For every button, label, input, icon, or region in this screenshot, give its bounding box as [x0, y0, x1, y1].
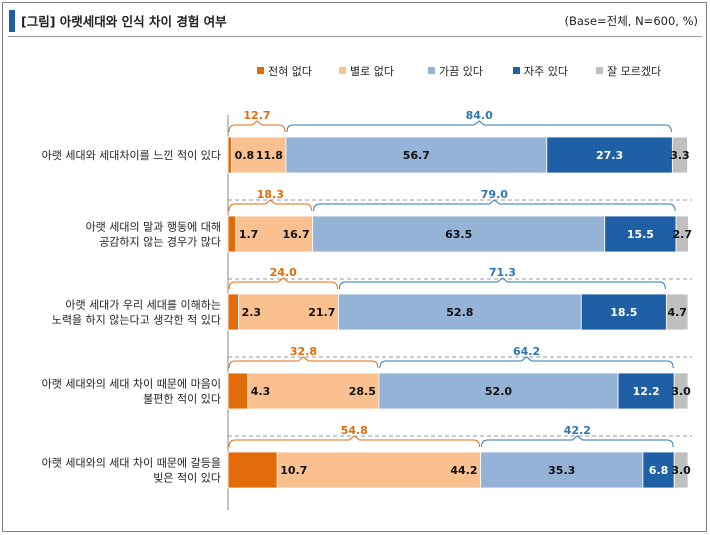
bar-value-label: 6.8 — [649, 464, 669, 477]
category-label: 불편한 적이 있다 — [143, 393, 221, 406]
bar-value-label: 11.8 — [256, 149, 283, 162]
bar-segment — [665, 293, 689, 331]
group-total-label: 24.0 — [270, 266, 297, 279]
bar-segment — [247, 372, 380, 410]
category-label: 공감하지 않는 경우가 많다 — [99, 235, 221, 249]
group-total-label: 12.7 — [243, 109, 270, 122]
bar-segment — [604, 215, 677, 253]
bar-value-label: 4.3 — [251, 385, 271, 398]
bar-value-label: 4.7 — [667, 306, 687, 319]
bar-segment — [227, 451, 278, 489]
legend-swatch-1 — [257, 67, 264, 74]
bar-value-label: 63.5 — [445, 228, 472, 241]
legend-swatch-5 — [596, 67, 603, 74]
group-bracket — [379, 356, 674, 369]
bar-value-label: 27.3 — [596, 149, 623, 162]
group-total-label: 32.8 — [290, 345, 317, 358]
bar-segment — [378, 372, 619, 410]
title-divider — [8, 36, 702, 37]
legend-label-5: 잘 모르겠다 — [607, 65, 661, 78]
bar-value-label: 15.5 — [627, 228, 654, 241]
bar-value-label: 16.7 — [282, 228, 309, 241]
legend-label-2: 별로 없다 — [350, 65, 394, 78]
bar-value-label: 1.7 — [239, 228, 259, 241]
bar-value-label: 3.0 — [671, 464, 691, 477]
category-label: 아랫 세대와 세대차이를 느낀 적이 있다 — [42, 149, 221, 162]
category-label: 노력을 하지 않는다고 생각한 적 있다 — [52, 313, 221, 327]
base-note: (Base=전체, N=600, %) — [564, 14, 698, 28]
bar-value-label: 0.8 — [235, 149, 255, 162]
category-label: 아랫 세대의 말과 행동에 대해 — [86, 220, 221, 234]
bar-segment — [480, 451, 644, 489]
group-bracket — [313, 199, 676, 212]
bar-value-label: 3.3 — [670, 149, 690, 162]
group-bracket — [338, 277, 666, 290]
group-bracket — [481, 435, 674, 448]
bar-segment — [671, 136, 688, 174]
bar-value-label: 2.3 — [242, 306, 262, 319]
group-bracket — [228, 435, 481, 448]
bar-segment — [617, 372, 675, 410]
bar-value-label: 52.8 — [446, 306, 473, 319]
bar-value-label: 28.5 — [349, 385, 376, 398]
group-total-label: 64.2 — [513, 345, 540, 358]
bar-value-label: 3.0 — [671, 385, 691, 398]
category-label: 빚은 적이 있다 — [153, 472, 221, 485]
group-bracket — [228, 277, 338, 290]
group-total-label: 79.0 — [481, 188, 508, 201]
bar-segment — [227, 215, 237, 253]
bar-segment — [227, 372, 249, 410]
bar-value-label: 35.3 — [548, 464, 575, 477]
legend-label-3: 가끔 있다 — [439, 65, 483, 78]
group-bracket — [286, 120, 672, 133]
bar-segment — [580, 293, 667, 331]
bar-segment — [546, 136, 673, 174]
bar-value-label: 12.2 — [633, 385, 660, 398]
legend-swatch-4 — [513, 67, 520, 74]
group-bracket — [228, 199, 313, 212]
group-total-label: 71.3 — [489, 266, 516, 279]
legend-label-4: 자주 있다 — [524, 65, 568, 78]
bar-value-label: 2.7 — [673, 228, 693, 241]
group-bracket — [228, 356, 379, 369]
bar-value-label: 56.7 — [403, 149, 430, 162]
bar-value-label: 44.2 — [450, 464, 477, 477]
bar-value-label: 10.7 — [280, 464, 307, 477]
group-total-label: 42.2 — [564, 424, 591, 437]
bar-value-label: 52.0 — [485, 385, 512, 398]
category-label: 아랫 세대가 우리 세대를 이해하는 — [65, 298, 221, 312]
legend-swatch-2 — [339, 67, 346, 74]
bar-segment — [673, 372, 689, 410]
group-bracket — [228, 120, 286, 133]
bar-segment — [673, 451, 689, 489]
bar-segment — [312, 215, 606, 253]
bar-segment — [227, 136, 233, 174]
group-total-label: 54.8 — [341, 424, 368, 437]
chart-title: [그림] 아랫세대와 인식 차이 경험 여부 — [21, 14, 227, 29]
group-total-label: 18.3 — [257, 188, 284, 201]
legend-swatch-3 — [428, 67, 435, 74]
group-total-label: 84.0 — [466, 109, 493, 122]
bar-segment — [235, 215, 314, 253]
title-accent-bar — [9, 10, 15, 32]
category-label: 아랫 세대와의 세대 차이 때문에 갈등을 — [42, 456, 221, 470]
bar-value-label: 18.5 — [610, 306, 637, 319]
bar-segment — [675, 215, 689, 253]
legend-label-1: 전혀 없다 — [268, 65, 312, 78]
bar-segment — [642, 451, 675, 489]
bar-segment — [337, 293, 582, 331]
bar-value-label: 21.7 — [308, 306, 335, 319]
bar-segment — [276, 451, 481, 489]
category-label: 아랫 세대와의 세대 차이 때문에 마음이 — [42, 378, 221, 391]
bar-segment — [227, 293, 239, 331]
